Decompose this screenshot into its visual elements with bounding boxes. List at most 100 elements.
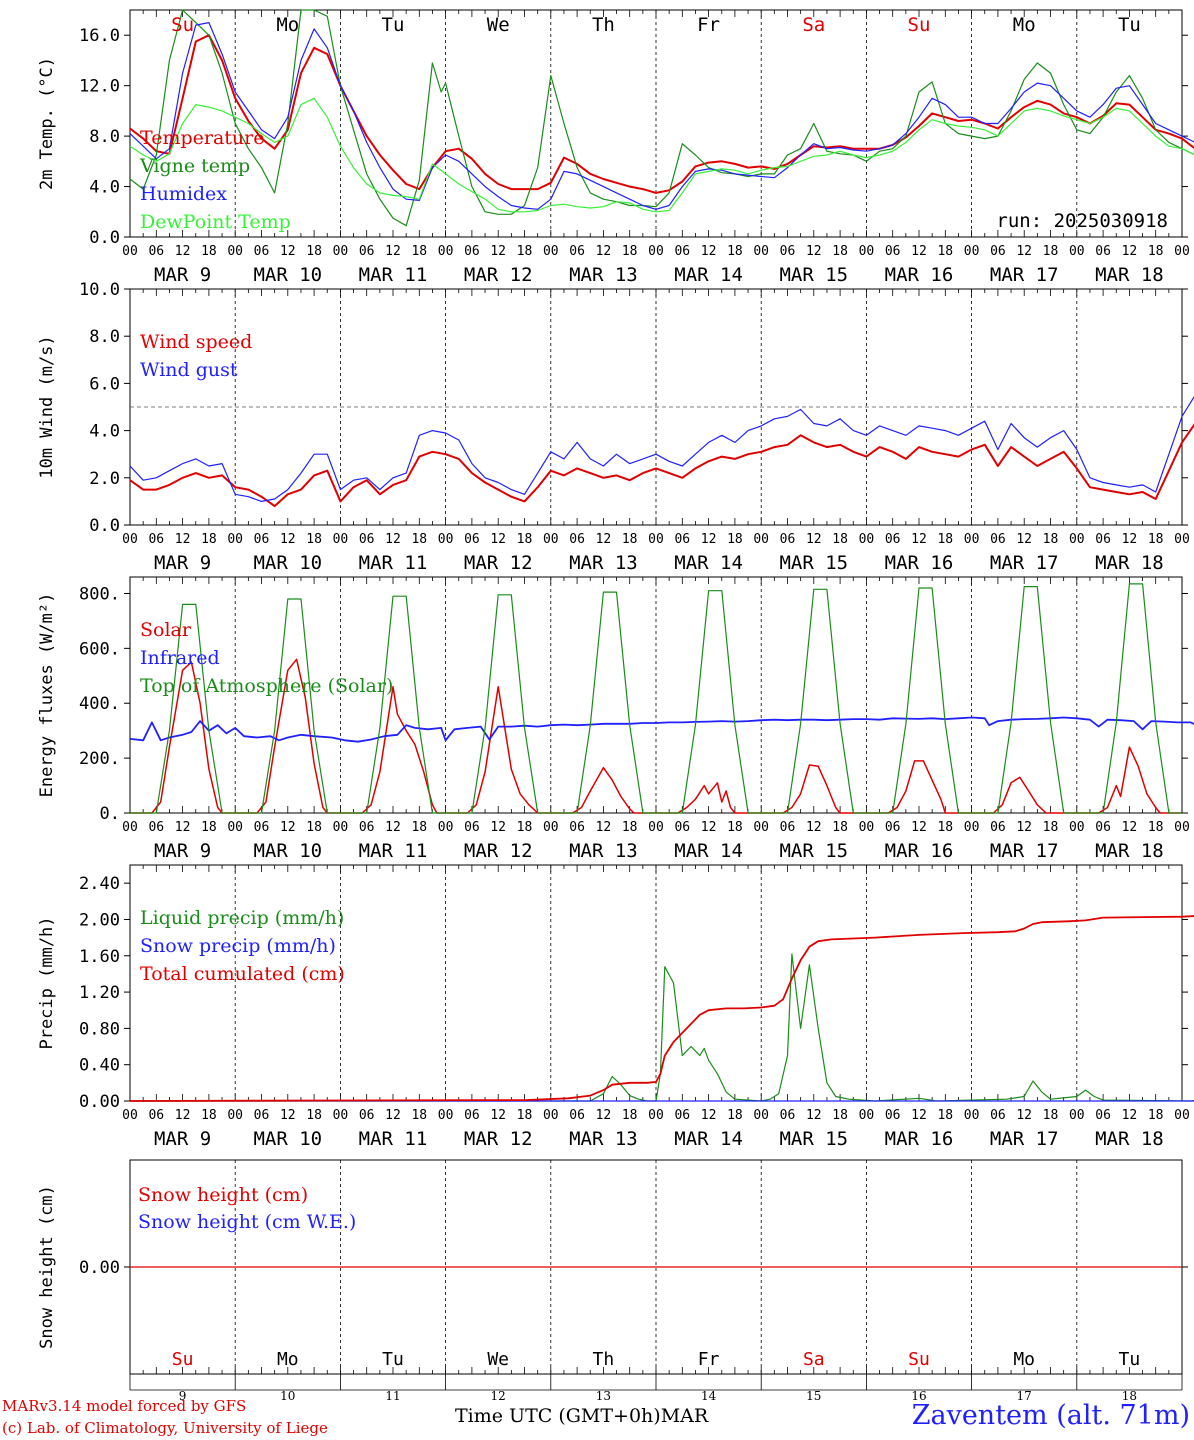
hour-label: 00 [122, 820, 138, 835]
model-credit: MARv3.14 model forced by GFS [2, 1397, 247, 1415]
hour-label: 18 [832, 820, 848, 835]
date-label: MAR 14 [674, 264, 743, 286]
y-axis-label: Energy fluxes (W/m²) [37, 593, 57, 798]
hour-label: 12 [175, 532, 191, 547]
hour-label: 06 [148, 1108, 164, 1123]
hour-label: 00 [648, 532, 664, 547]
hour-label: 18 [622, 1108, 638, 1123]
hour-label: 12 [701, 1108, 717, 1123]
legend-entry: Snow height (cm) [138, 1184, 308, 1206]
hour-label: 18 [832, 532, 848, 547]
y-tick-label: 400. [79, 694, 120, 714]
date-label: MAR 17 [990, 264, 1059, 286]
legend-entry: Liquid precip (mm/h) [140, 907, 344, 929]
weekday-label: Mo [277, 1349, 299, 1370]
y-tick-label: 16.0 [79, 26, 120, 46]
hour-label: 00 [753, 244, 769, 259]
y-tick-label: 6.0 [89, 374, 120, 394]
hour-label: 12 [701, 820, 717, 835]
hour-label: 06 [885, 532, 901, 547]
hour-label: 00 [438, 244, 454, 259]
weekday-label: Tu [1119, 1349, 1141, 1370]
hour-label: 06 [990, 820, 1006, 835]
y-tick-label: 2.0 [89, 469, 120, 489]
date-label: MAR 17 [990, 1128, 1059, 1150]
hour-label: 06 [254, 820, 270, 835]
y-tick-label: 800. [79, 584, 120, 604]
y-tick-label: 600. [79, 639, 120, 659]
hour-label: 06 [780, 244, 796, 259]
hour-label: 00 [648, 244, 664, 259]
date-label: MAR 18 [1095, 264, 1164, 286]
hour-label: 18 [1043, 1108, 1059, 1123]
y-tick-label: 0.0 [89, 516, 120, 536]
legend-entry: Snow precip (mm/h) [140, 935, 336, 957]
hour-label: 18 [517, 532, 533, 547]
hour-label: 12 [280, 1108, 296, 1123]
hour-label: 06 [359, 532, 375, 547]
hour-label: 00 [438, 1108, 454, 1123]
weekday-label: Su [908, 14, 931, 36]
hour-label: 12 [596, 532, 612, 547]
hour-label: 00 [227, 532, 243, 547]
hour-label: 00 [333, 532, 349, 547]
hour-label: 18 [517, 244, 533, 259]
hour-label: 18 [517, 820, 533, 835]
y-tick-label: 2.00 [79, 910, 120, 930]
hour-label: 00 [859, 244, 875, 259]
hour-label: 00 [964, 532, 980, 547]
series-line [129, 423, 1194, 508]
date-label: MAR 9 [154, 840, 211, 862]
hour-label: 00 [543, 1108, 559, 1123]
hour-label: 18 [1148, 532, 1164, 547]
y-axis-label: Snow height (cm) [37, 1185, 57, 1349]
hour-label: 00 [1174, 532, 1190, 547]
y-axis-label: Precip (mm/h) [37, 916, 57, 1049]
date-label: MAR 17 [990, 840, 1059, 862]
hour-label: 06 [1095, 244, 1111, 259]
hour-label: 18 [1043, 820, 1059, 835]
hour-label: 18 [1043, 244, 1059, 259]
hour-label: 00 [964, 820, 980, 835]
date-label: MAR 10 [253, 840, 322, 862]
legend-entry: DewPoint Temp [140, 211, 291, 233]
hour-label: 06 [254, 1108, 270, 1123]
hour-label: 12 [280, 532, 296, 547]
date-label: MAR 12 [464, 1128, 533, 1150]
y-tick-label: 200. [79, 749, 120, 769]
date-label: MAR 13 [569, 840, 638, 862]
hour-label: 00 [753, 532, 769, 547]
hour-label: 06 [569, 1108, 585, 1123]
weekday-label: Th [593, 1349, 615, 1370]
date-label: MAR 18 [1095, 840, 1164, 862]
date-label: MAR 18 [1095, 552, 1164, 574]
hour-label: 12 [701, 244, 717, 259]
series-line [130, 953, 1194, 1102]
hour-label: 18 [1043, 532, 1059, 547]
day-number-label: 12 [491, 1389, 506, 1403]
hour-label: 12 [175, 820, 191, 835]
y-tick-label: 2.40 [79, 874, 120, 894]
y-tick-label: 8.0 [89, 327, 120, 347]
hour-label: 06 [885, 244, 901, 259]
date-label: MAR 16 [885, 1128, 954, 1150]
hour-label: 18 [622, 532, 638, 547]
hour-label: 12 [806, 244, 822, 259]
hour-label: 18 [622, 244, 638, 259]
hour-label: 18 [306, 532, 322, 547]
hour-label: 06 [674, 820, 690, 835]
day-number-label: 18 [1122, 1389, 1137, 1403]
series-line [130, 583, 1182, 814]
hour-label: 00 [333, 820, 349, 835]
date-label: MAR 13 [569, 552, 638, 574]
hour-label: 06 [254, 532, 270, 547]
hour-label: 12 [911, 532, 927, 547]
weekday-label: Su [908, 1349, 930, 1370]
date-label: MAR 9 [154, 552, 211, 574]
hour-label: 18 [832, 1108, 848, 1123]
hour-label: 06 [1095, 1108, 1111, 1123]
hour-label: 00 [859, 1108, 875, 1123]
date-label: MAR 16 [885, 552, 954, 574]
x-axis-month: MAR [660, 1405, 709, 1427]
